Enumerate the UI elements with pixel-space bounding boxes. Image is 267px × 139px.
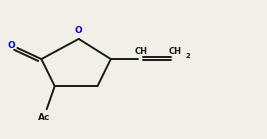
Text: Ac: Ac — [38, 113, 50, 122]
Text: O: O — [74, 26, 83, 35]
Text: CH: CH — [169, 47, 182, 56]
Text: CH: CH — [135, 47, 148, 56]
Text: O: O — [7, 41, 15, 50]
Text: 2: 2 — [186, 53, 190, 59]
